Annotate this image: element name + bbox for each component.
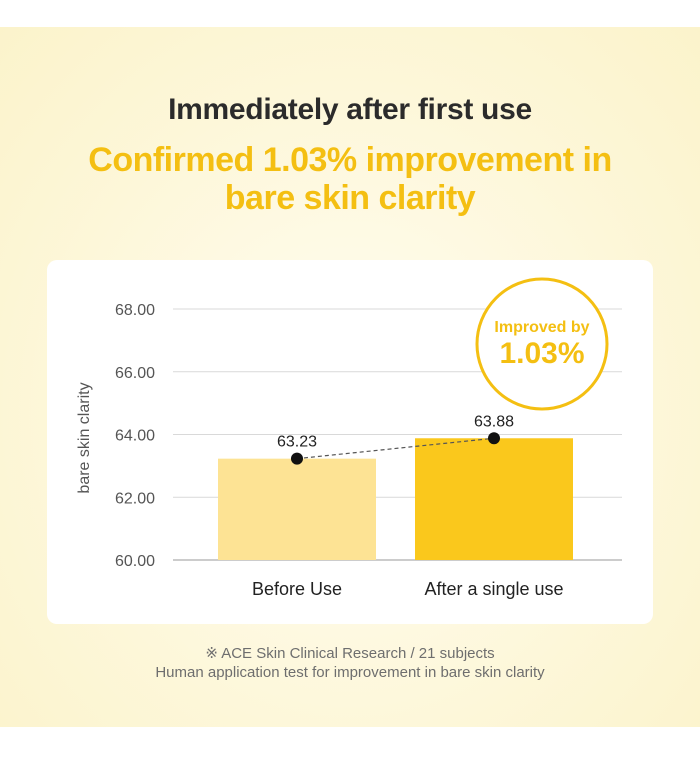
data-point [291,452,303,465]
footnote-description: Human application test for improvement i… [155,664,545,681]
page-title: Immediately after first use [168,93,532,126]
badge-value: 1.03% [499,337,584,370]
y-tick-label: 66.00 [115,365,155,382]
y-axis-label: bare skin clarity [76,382,93,493]
page-subtitle: Confirmed 1.03% improvement in bare skin… [0,141,700,217]
y-tick-label: 64.00 [115,428,155,445]
bar-after-single-use [415,438,573,560]
subtitle-line-1: Confirmed 1.03% improvement in [88,141,612,179]
y-tick-label: 60.00 [115,553,155,570]
badge-label: Improved by [494,319,589,336]
x-tick-label: Before Use [252,579,342,599]
subtitle-line-2: bare skin clarity [224,179,476,217]
bar-before-use [218,458,376,560]
trend-dashed-line [296,437,495,460]
footnote-source: ※ ACE Skin Clinical Research / 21 subjec… [205,645,495,662]
y-tick-label: 68.00 [115,302,155,319]
y-tick-label: 62.00 [115,490,155,507]
improvement-badge [475,277,609,411]
bar-chart: 60.00 62.00 64.00 66.00 68.00 bare skin clari… [76,277,622,599]
data-label: 63.23 [277,434,317,451]
data-point [488,432,500,445]
x-tick-label: After a single use [424,579,563,599]
data-label: 63.88 [474,413,514,430]
